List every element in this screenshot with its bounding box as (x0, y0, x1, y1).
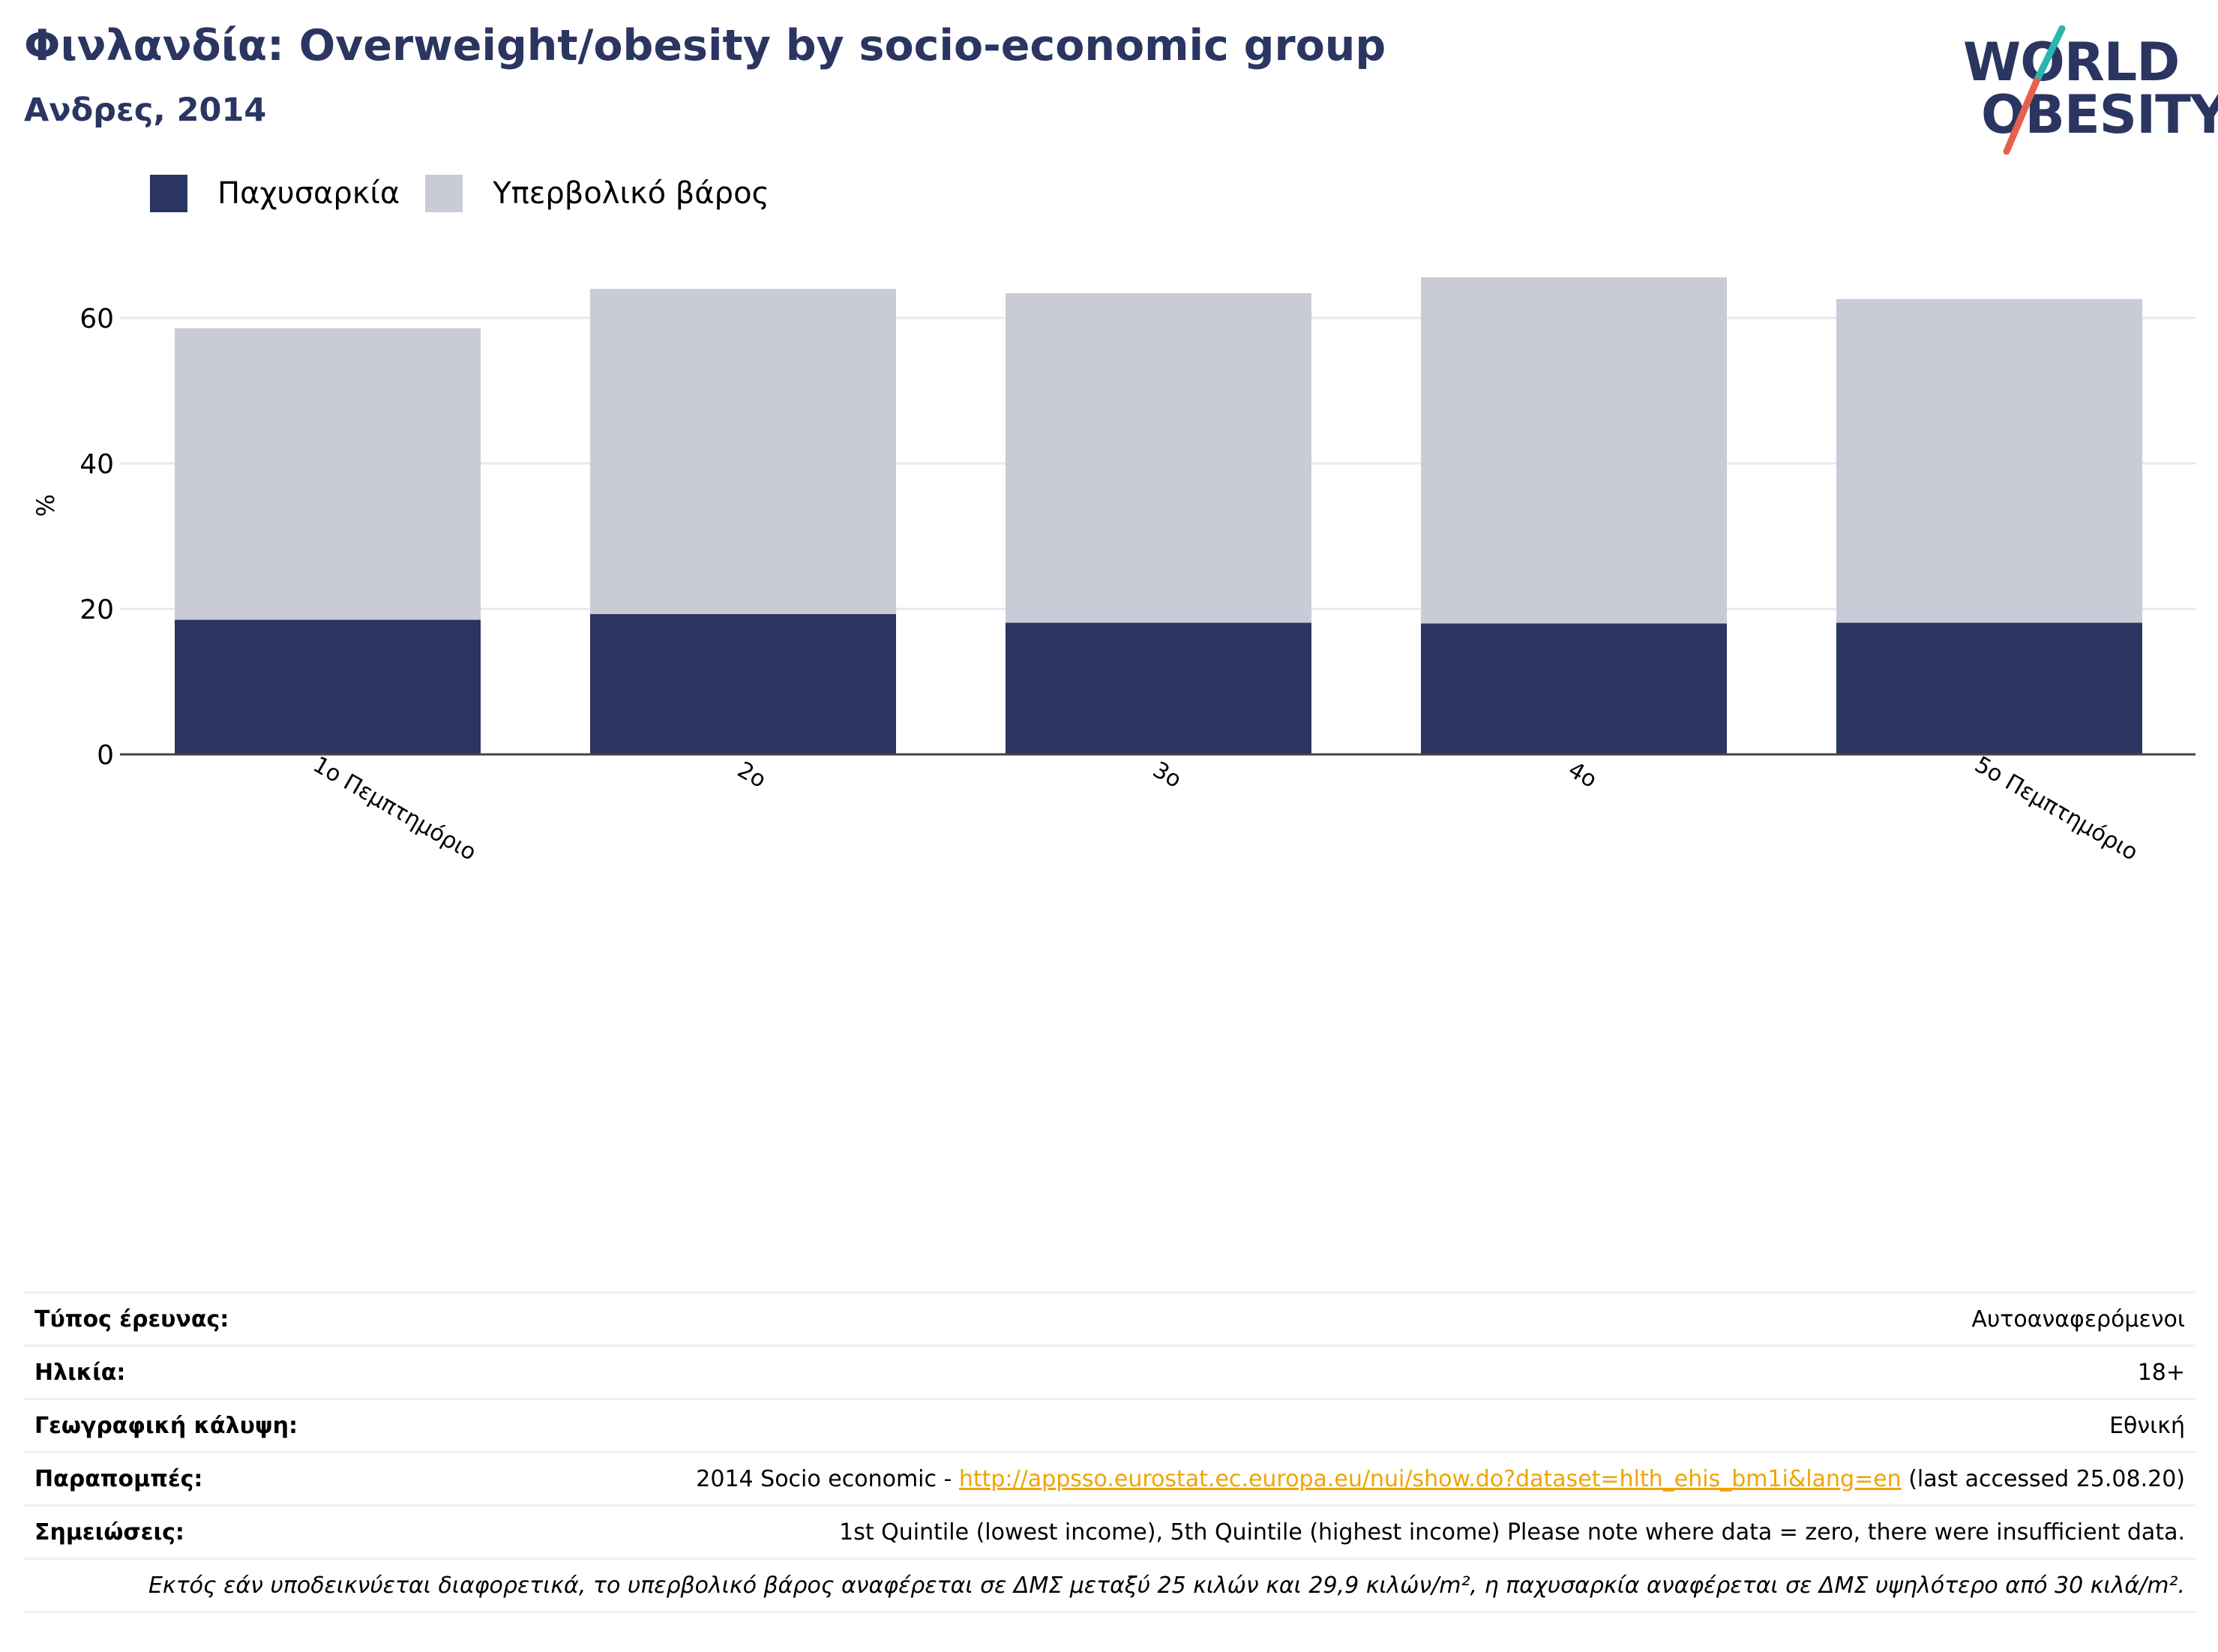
stacked-bar-chart: 0 20 40 60% 1ο Πεμπτημόριο 2ο 3ο 4ο 5ο Πεμπτημόρ… (31, 277, 2196, 866)
bar-obesity[interactable] (1836, 622, 2142, 754)
legend-swatch-obesity (150, 175, 187, 212)
age-value: 18+ (2137, 1359, 2185, 1386)
x-tick-label: 3ο (1148, 757, 1185, 793)
row-references: Παραπομπές: 2014 Socio economic - http:/… (24, 1452, 2196, 1506)
chart-subtitle: Ανδρες, 2014 (24, 91, 267, 129)
bars (175, 277, 2142, 754)
legend-label-overweight: Υπερβολικό βάρος (493, 176, 770, 211)
bar-obesity[interactable] (175, 619, 481, 754)
y-tick-label: 20 (79, 595, 114, 625)
x-tick-label: 2ο (733, 757, 770, 793)
row-footnote: Εκτός εάν υποδεικνύεται διαφορετικά, το … (24, 1558, 2196, 1612)
y-axis-title: % (31, 494, 60, 517)
x-tick-label: 4ο (1563, 757, 1601, 793)
logo-slash-icon (2003, 25, 2066, 155)
bar-overweight[interactable] (1836, 298, 2142, 623)
legend-item-obesity[interactable]: Παχυσαρκία (150, 175, 400, 212)
notes-value: 1st Quintile (lowest income), 5th Quinti… (839, 1519, 2185, 1546)
source-link[interactable]: http://appsso.eurostat.ec.europa.eu/nui/… (958, 1465, 1902, 1492)
references-label: Παραπομπές: (34, 1465, 203, 1492)
bar-overweight[interactable] (1006, 293, 1311, 623)
bar-overweight[interactable] (590, 289, 896, 614)
bar-obesity[interactable] (1421, 623, 1727, 754)
footnote: Εκτός εάν υποδεικνύεται διαφορετικά, το … (148, 1572, 2185, 1599)
legend-swatch-overweight (425, 175, 463, 212)
x-tick-label: 5ο Πεμπτημόριο (1970, 751, 2142, 866)
legend-item-overweight[interactable]: Υπερβολικό βάρος (425, 175, 769, 212)
age-label: Ηλικία: (34, 1359, 126, 1386)
bar-overweight[interactable] (175, 328, 481, 620)
y-tick-label: 40 (79, 449, 114, 480)
row-coverage: Γεωγραφική κάλυψη: Εθνική (24, 1399, 2196, 1453)
survey-type-label: Τύπος έρευνας: (34, 1306, 229, 1333)
metadata-table: Τύπος έρευνας: Αυτοαναφερόμενοι Ηλικία: … (24, 1291, 2196, 1613)
references-value: 2014 Socio economic - http://appsso.euro… (368, 1453, 2196, 1506)
notes-label: Σημειώσεις: (34, 1519, 184, 1546)
row-notes: Σημειώσεις: 1st Quintile (lowest income)… (24, 1505, 2196, 1559)
bar-obesity[interactable] (590, 613, 896, 754)
references-prefix: 2014 Socio economic - (696, 1465, 959, 1492)
y-tick-label: 60 (79, 304, 114, 334)
row-age: Ηλικία: 18+ (24, 1345, 2196, 1399)
chart-legend: Παχυσαρκία Υπερβολικό βάρος (150, 172, 795, 214)
x-tick-label: 1ο Πεμπτημόριο (308, 751, 481, 866)
bar-obesity[interactable] (1006, 622, 1311, 754)
y-tick-label: 0 (97, 740, 114, 771)
references-suffix: (last accessed 25.08.20) (1901, 1465, 2185, 1492)
coverage-label: Γεωγραφική κάλυψη: (34, 1412, 298, 1439)
logo-line-1: WORLD (1963, 31, 2180, 93)
bar-overweight[interactable] (1421, 277, 1727, 624)
coverage-value: Εθνική (2109, 1412, 2185, 1439)
survey-type-value: Αυτοαναφερόμενοι (1971, 1306, 2185, 1333)
chart-title: Φινλανδία: Overweight/obesity by socio-e… (24, 21, 1386, 70)
row-survey-type: Τύπος έρευνας: Αυτοαναφερόμενοι (24, 1292, 2196, 1346)
world-obesity-logo: WORLD OBESITY (1959, 22, 2218, 157)
legend-label-obesity: Παχυσαρκία (217, 176, 400, 211)
